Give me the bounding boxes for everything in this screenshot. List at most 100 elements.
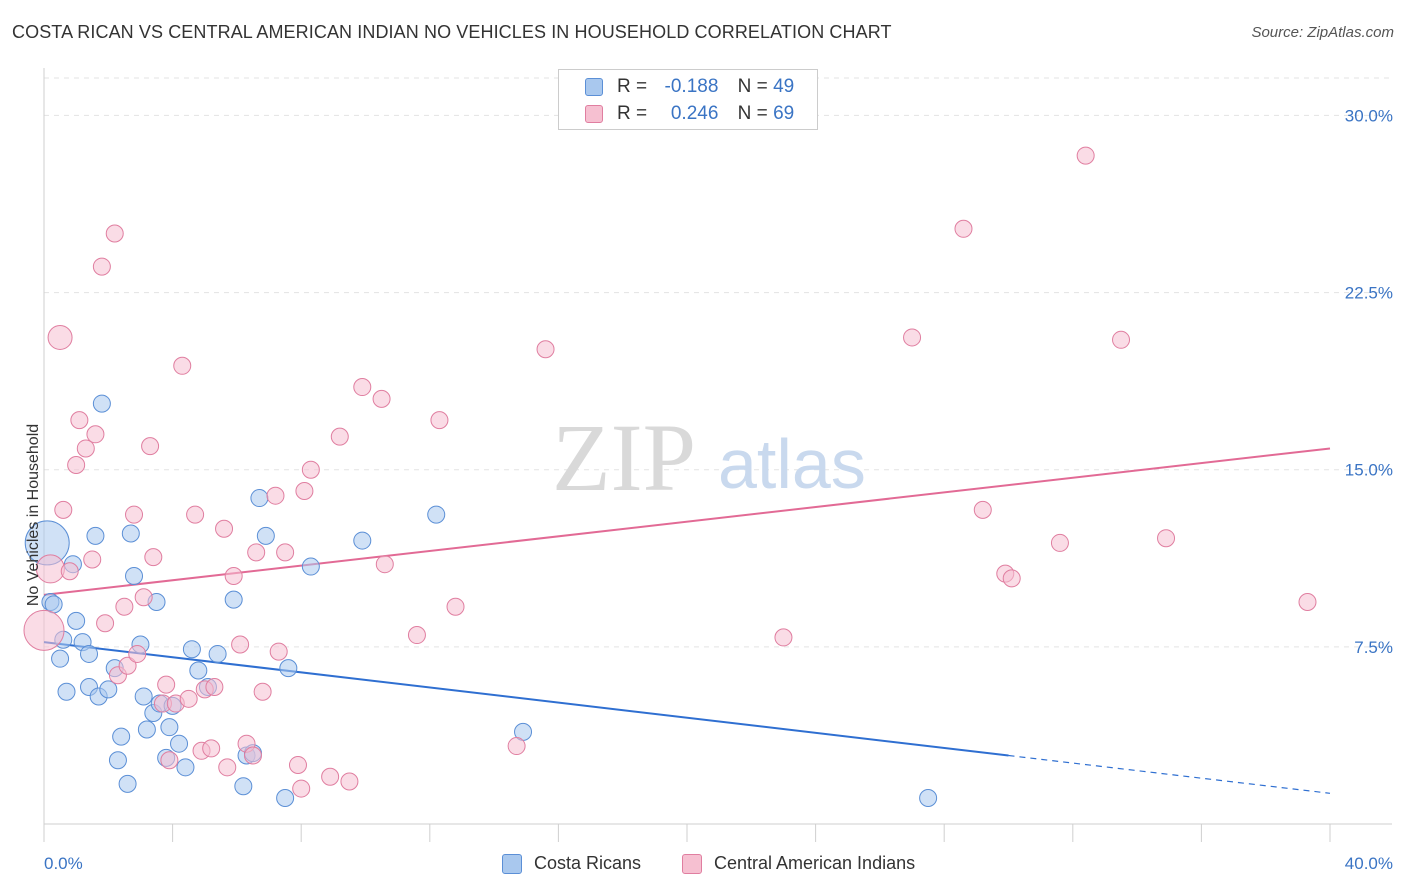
costa-ricans-point: [224, 590, 243, 609]
watermark-atlas: atlas: [718, 425, 866, 503]
legend-n-label: N =: [737, 76, 768, 97]
central-american-indians-point: [430, 411, 449, 430]
costa-ricans-point: [189, 661, 208, 680]
axes: [43, 68, 1392, 842]
central-american-indians-point: [269, 642, 288, 661]
legend-r-label: R =: [617, 76, 648, 97]
costa-ricans-point: [279, 659, 298, 678]
costa-ricans-point: [108, 751, 127, 770]
central-american-indians-point: [60, 562, 79, 581]
central-american-indians-point: [446, 597, 465, 616]
costa-ricans-trend-extension: [1008, 754, 1331, 794]
bottom-legend-label-costa-ricans: Costa Ricans: [534, 853, 642, 873]
costa-ricans-point: [134, 687, 153, 706]
central-american-indians-point: [288, 755, 307, 774]
central-american-indians-point: [301, 460, 320, 479]
central-american-indians-point: [1112, 330, 1131, 349]
central-american-indians-point: [96, 614, 115, 633]
central-american-indians-point: [215, 519, 234, 538]
central-american-indians-point: [372, 389, 391, 408]
central-american-indians-point: [321, 767, 340, 786]
central-american-indians-point: [375, 555, 394, 574]
costa-ricans-point: [51, 649, 70, 668]
central-american-indians-point: [125, 505, 144, 524]
central-american-indians-point: [295, 481, 314, 500]
costa-ricans-point: [276, 789, 295, 808]
central-american-indians-point: [83, 550, 102, 569]
central-american-indians-point: [507, 737, 526, 756]
legend-r-value-central-american-indians: 0.246: [670, 103, 719, 124]
costa-ricans-point: [67, 611, 86, 630]
central-american-indians-point: [340, 772, 359, 791]
costa-ricans-point: [92, 394, 111, 413]
central-american-indians-point: [76, 439, 95, 458]
bottom-legend-swatch-costa-ricans: [502, 854, 522, 874]
central-american-indians-trend-line: [43, 447, 1331, 596]
central-american-indians-point: [1050, 533, 1069, 552]
central-american-indians-point: [157, 675, 176, 694]
central-american-indians-point: [54, 500, 73, 519]
y-tick-label: 30.0%: [1345, 106, 1393, 125]
costa-ricans-point: [99, 680, 118, 699]
central-american-indians-point: [266, 486, 285, 505]
costa-ricans-point: [208, 644, 227, 663]
costa-ricans-point: [121, 524, 140, 543]
costa-ricans-point: [57, 682, 76, 701]
costa-ricans-point: [170, 734, 189, 753]
x-tick-label: 0.0%: [44, 854, 83, 873]
central-american-indians-point: [1157, 529, 1176, 548]
legend-r-value-costa-ricans: -0.188: [664, 76, 719, 97]
costa-ricans-point: [182, 640, 201, 659]
central-american-indians-point: [70, 411, 89, 430]
central-american-indians-point: [202, 739, 221, 758]
legend-n-value-central-american-indians: 69: [773, 103, 795, 124]
central-american-indians-point: [23, 609, 65, 651]
central-american-indians-point: [118, 656, 137, 675]
central-american-indians-point: [292, 779, 311, 798]
costa-ricans-point: [176, 758, 195, 777]
central-american-indians-point: [243, 746, 262, 765]
legend-r-label: R =: [617, 103, 648, 124]
chart-title: COSTA RICAN VS CENTRAL AMERICAN INDIAN N…: [12, 22, 892, 42]
central-american-indians-point: [173, 356, 192, 375]
costa-ricans-point: [160, 718, 179, 737]
correlation-legend: R = -0.188 N = 49 R = 0.246 N = 69: [558, 69, 818, 130]
central-american-indians-point: [67, 455, 86, 474]
central-american-indians-point: [92, 257, 111, 276]
legend-n-value-costa-ricans: 49: [773, 76, 795, 97]
central-american-indians-point: [954, 219, 973, 238]
y-tick-label: 22.5%: [1345, 284, 1393, 303]
central-american-indians-point: [1002, 569, 1021, 588]
central-american-indians-point: [903, 328, 922, 347]
bottom-legend-label-central-american-indians: Central American Indians: [714, 853, 916, 873]
costa-ricans-point: [427, 505, 446, 524]
central-american-indians-point: [160, 751, 179, 770]
central-american-indians-point: [47, 324, 73, 350]
central-american-indians-point: [774, 628, 793, 647]
central-american-indians-point: [1298, 592, 1317, 611]
central-american-indians-point: [247, 543, 266, 562]
central-american-indians-point: [218, 758, 237, 777]
trend-lines: [43, 447, 1331, 794]
central-american-indians-point: [141, 437, 160, 456]
costa-ricans-point: [137, 720, 156, 739]
central-american-indians-point: [224, 567, 243, 585]
central-american-indians-point: [231, 635, 250, 654]
central-american-indians-point: [407, 626, 426, 645]
costa-ricans-point: [112, 727, 131, 746]
central-american-indians-point: [179, 689, 198, 708]
watermark: ZIP atlas: [552, 404, 866, 511]
central-american-indians-point: [205, 678, 224, 697]
watermark-zip: ZIP: [552, 404, 696, 511]
legend-swatch-central-american-indians: [585, 105, 603, 123]
costa-ricans-point: [256, 526, 275, 545]
central-american-indians-point: [186, 505, 205, 524]
costa-ricans-point: [86, 526, 105, 545]
x-tick-label: 40.0%: [1345, 854, 1393, 873]
costa-ricans-point: [80, 644, 99, 663]
central-american-indians-point: [973, 500, 992, 519]
central-american-indians-point: [276, 543, 295, 562]
costa-ricans-point: [250, 489, 269, 508]
y-tick-label: 7.5%: [1354, 638, 1393, 657]
